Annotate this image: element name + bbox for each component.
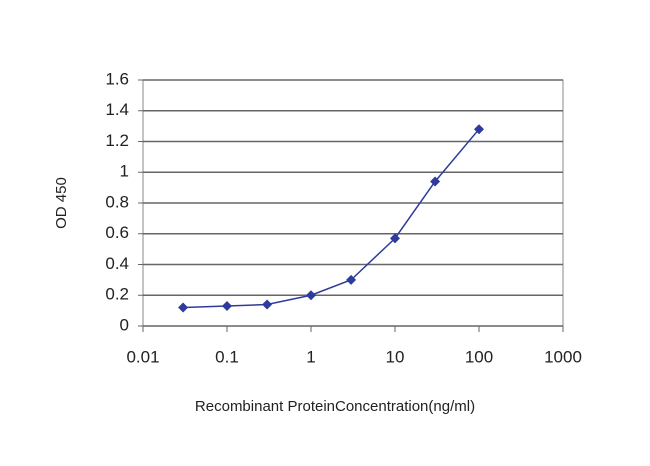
data-point: [430, 176, 441, 187]
y-tick-label: 0.6: [105, 223, 129, 242]
x-tick-label: 1: [306, 347, 315, 366]
data-point: [306, 290, 316, 301]
y-tick-label: 0.8: [105, 192, 129, 211]
x-tick-label: 1000: [544, 347, 582, 366]
data-point: [474, 124, 484, 135]
x-tick-label: 100: [465, 347, 493, 366]
y-tick-label: 1.2: [105, 131, 129, 150]
data-point: [178, 302, 189, 313]
data-point: [390, 233, 400, 244]
data-point: [262, 299, 273, 310]
y-tick-label: 0.4: [105, 254, 129, 273]
x-tick-label: 0.1: [215, 347, 239, 366]
y-tick-label: 1.6: [105, 69, 129, 88]
y-tick-label: 1.4: [105, 100, 129, 119]
x-tick-label: 10: [386, 347, 405, 366]
data-point: [346, 274, 357, 285]
data-point: [222, 301, 232, 312]
y-tick-label: 0: [120, 315, 129, 334]
y-tick-label: 0.2: [105, 285, 129, 304]
x-tick-label: 0.01: [126, 347, 159, 366]
y-tick-label: 1: [120, 162, 129, 181]
x-axis-title: Recombinant ProteinConcentration(ng/ml): [195, 398, 475, 415]
data-line: [183, 128, 480, 309]
y-axis-title: OD 450: [53, 177, 70, 229]
